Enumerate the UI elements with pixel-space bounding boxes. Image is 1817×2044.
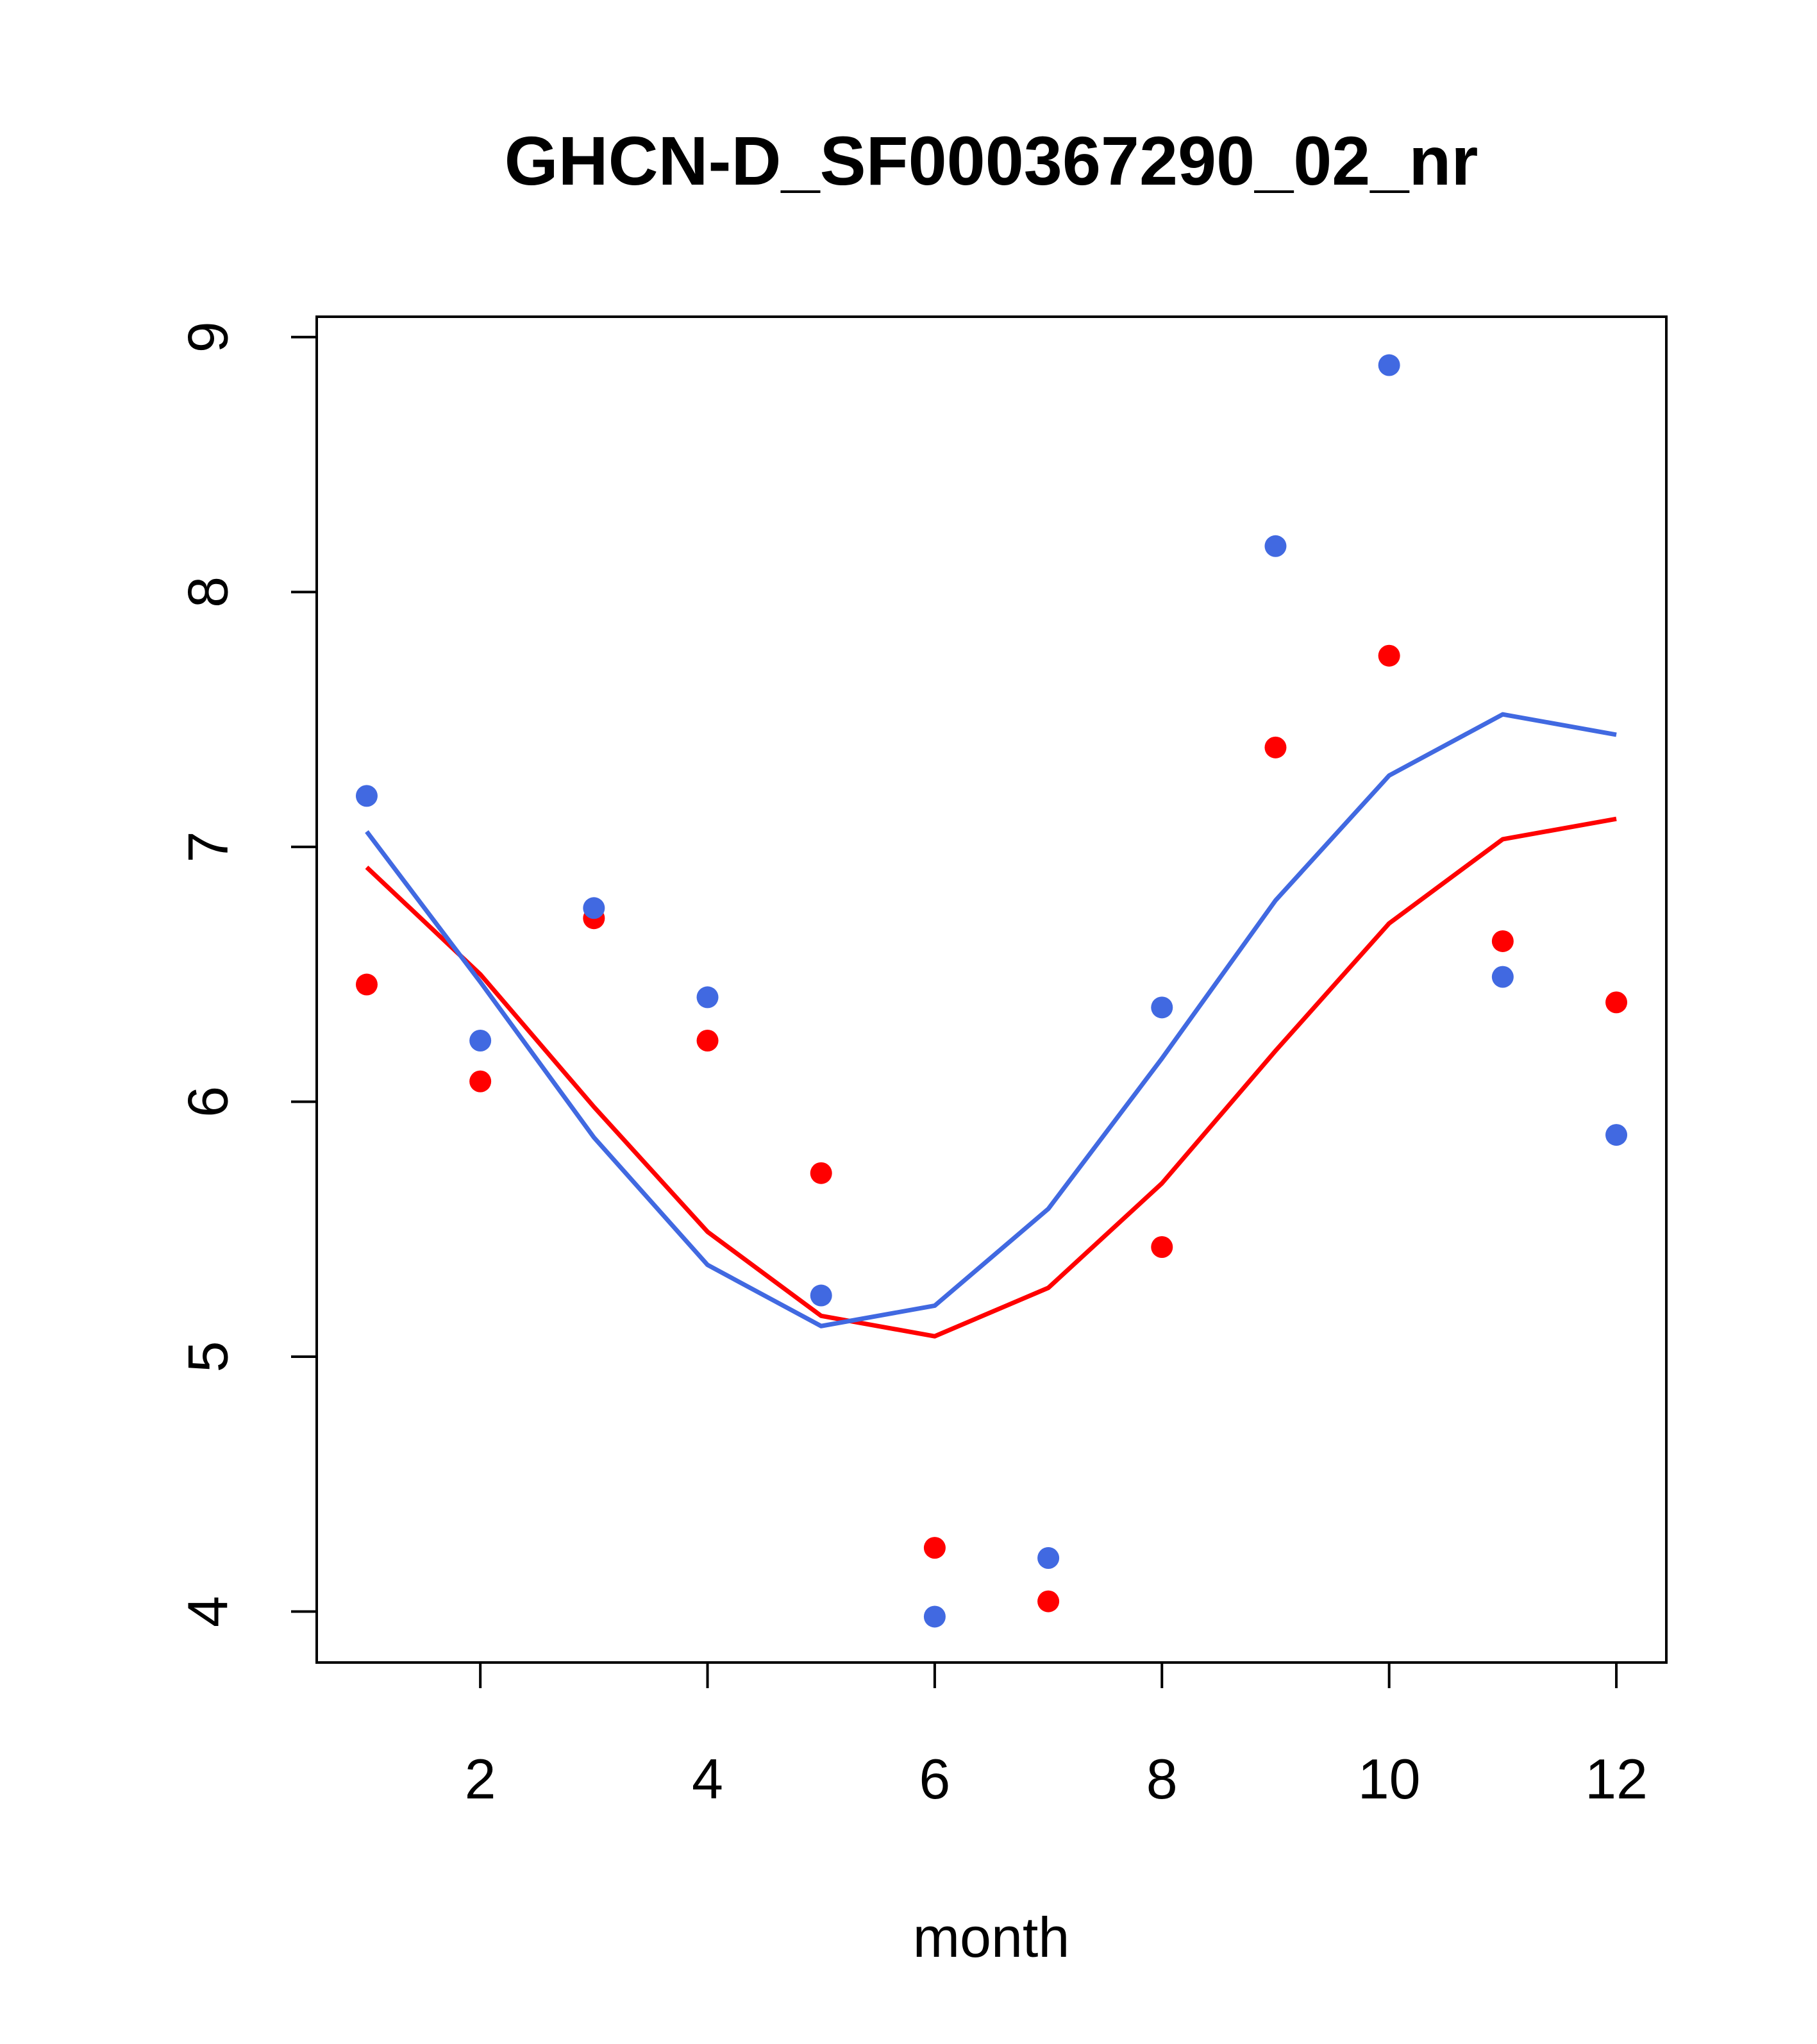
- x-axis: 2 4 6 8 10 12: [465, 1661, 1648, 1811]
- series-2-point: [1491, 966, 1514, 988]
- x-tick-label: 4: [692, 1747, 723, 1811]
- y-tick-label: 4: [176, 1596, 240, 1627]
- series-2-line: [365, 712, 1617, 1328]
- series-1-point: [1037, 1590, 1060, 1613]
- x-tick-label: 6: [919, 1747, 950, 1811]
- chart-title: GHCN-D_SF000367290_02_nr: [505, 122, 1478, 199]
- series-2-point: [583, 897, 605, 919]
- series-1-line: [365, 816, 1617, 1339]
- x-tick-label: 12: [1585, 1747, 1648, 1811]
- series-1-point: [1151, 1236, 1173, 1259]
- x-axis-label: month: [913, 1906, 1070, 1969]
- y-axis: 4 5 6 7 8 9: [176, 321, 318, 1627]
- series-2-point: [1264, 535, 1287, 557]
- y-tick-label: 7: [176, 831, 240, 862]
- series-2-point: [810, 1284, 832, 1307]
- series-layer: [355, 354, 1628, 1628]
- x-tick-label: 2: [465, 1747, 496, 1811]
- x-tick-label: 10: [1358, 1747, 1421, 1811]
- series-1-point: [696, 1030, 719, 1052]
- series-1-point: [355, 973, 378, 996]
- series-1-point: [1378, 644, 1400, 667]
- series-2-point: [696, 986, 719, 1009]
- series-1-point: [1491, 930, 1514, 952]
- series-2-point: [1037, 1547, 1060, 1570]
- series-2-point: [1378, 354, 1400, 376]
- plot-area-frame: [315, 315, 1668, 1664]
- y-tick-label: 9: [176, 321, 240, 353]
- series-1-point: [1605, 991, 1628, 1014]
- y-tick-label: 5: [176, 1341, 240, 1372]
- series-2-point: [469, 1030, 492, 1052]
- series-2-point: [1605, 1124, 1628, 1146]
- x-tick-label: 8: [1146, 1747, 1178, 1811]
- series-1-point: [810, 1162, 832, 1184]
- y-tick-label: 8: [176, 576, 240, 608]
- y-tick-label: 6: [176, 1086, 240, 1118]
- series-1-point: [1264, 736, 1287, 758]
- series-2-point: [923, 1605, 946, 1628]
- series-1-point: [469, 1070, 492, 1093]
- series-2-point: [355, 785, 378, 807]
- series-1-point: [923, 1537, 946, 1559]
- series-2-point: [1151, 996, 1173, 1019]
